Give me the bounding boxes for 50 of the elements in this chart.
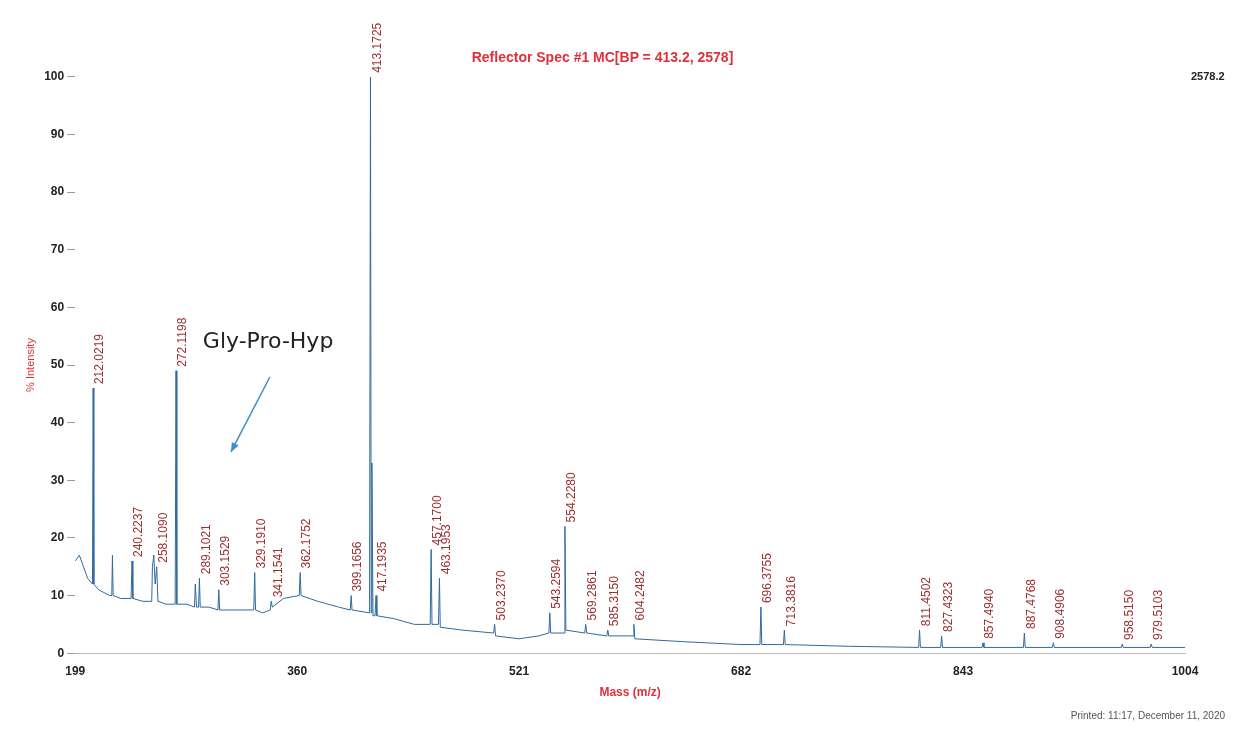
y-tick-label: 50 xyxy=(50,357,65,372)
annotation: 908.4906 xyxy=(1052,588,1067,639)
text: Printed: 11:17, December 11, 2020 xyxy=(1070,709,1226,721)
x-tick-label: 682 xyxy=(731,663,752,678)
annotation: 958.5150 xyxy=(1121,589,1136,640)
annotation: 303.1529 xyxy=(218,535,233,586)
annotation: 585.3150 xyxy=(607,575,622,627)
x-tick-label: 199 xyxy=(65,663,86,678)
annotation: 240.2237 xyxy=(131,506,146,557)
annotation: 503.2370 xyxy=(493,570,508,621)
annotation: 827.4323 xyxy=(940,581,955,632)
annotation: 543.2594 xyxy=(549,558,564,609)
annotation: 289.1021 xyxy=(198,523,213,575)
x-tick-label: 360 xyxy=(287,663,308,678)
annotation: 554.2280 xyxy=(564,472,579,523)
x-tick-label: 521 xyxy=(509,663,530,678)
y-axis-title: % Intensity xyxy=(23,337,36,392)
annotation: 604.2482 xyxy=(633,570,648,621)
y-tick-label: 20 xyxy=(50,530,65,545)
x-tick-label: 843 xyxy=(953,663,974,678)
y-tick-label: 90 xyxy=(50,126,65,141)
annotation: 212.0219 xyxy=(92,333,107,385)
annotation: 887.4768 xyxy=(1023,578,1038,630)
annotation: 696.3755 xyxy=(760,552,775,604)
y-tick-label: 80 xyxy=(50,184,65,199)
y-tick-label: 100 xyxy=(44,69,65,84)
annotation: 857.4940 xyxy=(982,588,997,639)
annotation: 413.1725 xyxy=(369,22,384,73)
x-axis-title: Mass (m/z) xyxy=(599,685,661,700)
y-tick-label: 10 xyxy=(50,587,65,602)
y-tick-label: 0 xyxy=(57,645,65,660)
annotation: 417.1935 xyxy=(375,541,390,592)
annotation: 569.2861 xyxy=(585,570,600,621)
annotation: 362.1752 xyxy=(299,518,314,569)
y-tick-label: 40 xyxy=(50,414,65,429)
annotation: 713.3816 xyxy=(783,575,798,627)
text: 2578.2 xyxy=(1191,69,1225,82)
chart-title: Reflector Spec #1 MC[BP = 413.2, 2578] xyxy=(471,49,734,66)
annotation: 258.1090 xyxy=(156,512,171,563)
annotation: 399.1656 xyxy=(350,541,365,592)
annotation: 272.1198 xyxy=(175,317,190,367)
annotation: 341.1541 xyxy=(270,546,285,598)
x-tick-label: 1004 xyxy=(1171,663,1199,678)
annotation: 811.4502 xyxy=(918,576,933,627)
y-tick-label: 30 xyxy=(50,472,65,487)
annotation: 979.5103 xyxy=(1150,589,1165,640)
y-tick-label: 60 xyxy=(50,299,65,314)
annotation: 329.1910 xyxy=(254,518,269,569)
annotation: Gly-Pro-Hyp xyxy=(202,327,334,353)
y-tick-label: 70 xyxy=(50,242,65,257)
